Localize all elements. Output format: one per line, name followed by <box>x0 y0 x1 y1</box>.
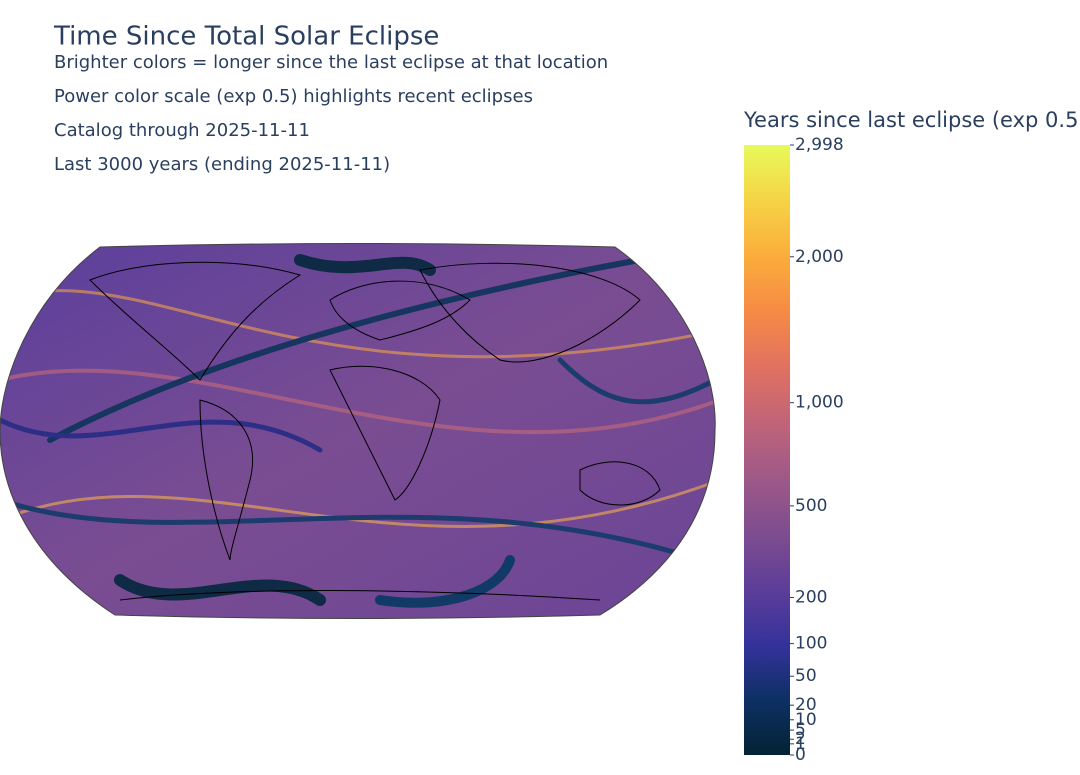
subtitle: Brighter colors = longer since the last … <box>54 52 608 73</box>
colorbar-tick-label: 5 <box>795 720 806 740</box>
colorbar-tick-label: 1,000 <box>795 393 844 413</box>
colorbar-tick-label: 10 <box>795 710 817 730</box>
colorbar-tick-label: 2,000 <box>795 247 844 267</box>
coastlines <box>89 261 661 601</box>
colorbar-tick-label: 100 <box>795 634 827 654</box>
map-frame <box>0 243 716 619</box>
colorbar-tick-label: 50 <box>795 666 817 686</box>
colorbar-title: Years since last eclipse (exp 0.5) <box>743 108 1080 132</box>
map <box>0 243 716 619</box>
eclipse-paths <box>0 254 716 608</box>
colorbar-tick-label: 0 <box>795 745 806 765</box>
title: Time Since Total Solar Eclipse <box>53 22 439 52</box>
subtitle: Catalog through 2025-11-11 <box>54 120 310 141</box>
colorbar <box>744 145 790 755</box>
colorbar-tick-label: 2,998 <box>795 135 844 155</box>
colorbar-tick-label: 2 <box>795 729 806 749</box>
subtitle: Power color scale (exp 0.5) highlights r… <box>54 86 533 107</box>
subtitle: Last 3000 years (ending 2025-11-11) <box>54 154 390 175</box>
colorbar-tick-label: 20 <box>795 695 817 715</box>
colorbar-tick-label: 200 <box>795 587 827 607</box>
colorbar-tick-label: 500 <box>795 496 827 516</box>
colorbar-tick-label: 1 <box>795 734 806 754</box>
